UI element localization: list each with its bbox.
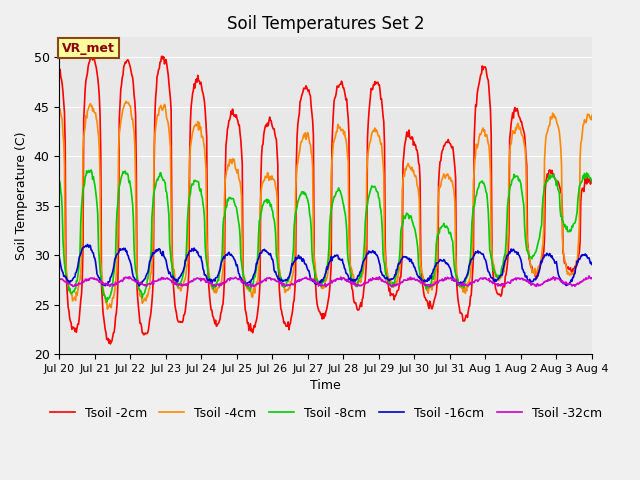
Tsoil -16cm <box>175 275 183 281</box>
Tsoil -2cm <box>65 308 73 313</box>
Tsoil -32cm <box>174 282 182 288</box>
Title: Soil Temperatures Set 2: Soil Temperatures Set 2 <box>227 15 424 33</box>
Tsoil -2cm <box>407 136 415 142</box>
Tsoil -8cm <box>87 167 95 173</box>
Tsoil -32cm <box>120 275 127 281</box>
Tsoil -4cm <box>65 284 73 290</box>
Tsoil -16cm <box>407 257 415 263</box>
Tsoil -4cm <box>175 285 183 290</box>
Tsoil -4cm <box>104 306 111 312</box>
Tsoil -2cm <box>204 247 211 253</box>
Tsoil -8cm <box>56 178 63 183</box>
Tsoil -32cm <box>56 276 63 282</box>
Tsoil -16cm <box>65 278 73 284</box>
Tsoil -8cm <box>588 179 596 184</box>
Y-axis label: Soil Temperature (C): Soil Temperature (C) <box>15 132 28 260</box>
Tsoil -8cm <box>122 168 129 174</box>
Tsoil -2cm <box>159 53 166 59</box>
Tsoil -16cm <box>588 262 596 267</box>
Tsoil -4cm <box>588 112 596 118</box>
Tsoil -4cm <box>56 105 63 111</box>
Tsoil -16cm <box>56 254 63 260</box>
Line: Tsoil -4cm: Tsoil -4cm <box>60 101 592 309</box>
Tsoil -4cm <box>392 278 399 284</box>
Tsoil -8cm <box>103 299 111 305</box>
Tsoil -16cm <box>392 272 399 277</box>
Tsoil -8cm <box>407 213 415 219</box>
Tsoil -4cm <box>204 253 211 259</box>
Line: Tsoil -16cm: Tsoil -16cm <box>60 244 592 286</box>
Tsoil -32cm <box>65 280 73 286</box>
Line: Tsoil -2cm: Tsoil -2cm <box>60 56 592 344</box>
Tsoil -4cm <box>122 98 130 104</box>
Tsoil -8cm <box>65 288 73 293</box>
Legend: Tsoil -2cm, Tsoil -4cm, Tsoil -8cm, Tsoil -16cm, Tsoil -32cm: Tsoil -2cm, Tsoil -4cm, Tsoil -8cm, Tsoi… <box>45 402 607 424</box>
Tsoil -8cm <box>175 281 183 287</box>
Tsoil -32cm <box>202 279 210 285</box>
Tsoil -16cm <box>120 247 128 252</box>
Tsoil -16cm <box>136 283 143 289</box>
Line: Tsoil -32cm: Tsoil -32cm <box>60 276 592 287</box>
Tsoil -32cm <box>391 281 399 287</box>
Tsoil -2cm <box>588 177 596 183</box>
Tsoil -32cm <box>388 284 396 290</box>
Tsoil -32cm <box>588 275 596 281</box>
Tsoil -8cm <box>392 275 399 281</box>
Tsoil -8cm <box>204 264 211 270</box>
Tsoil -16cm <box>204 277 211 283</box>
Tsoil -2cm <box>392 293 399 299</box>
X-axis label: Time: Time <box>310 379 341 392</box>
Line: Tsoil -8cm: Tsoil -8cm <box>60 170 592 302</box>
Tsoil -32cm <box>406 275 414 280</box>
Tsoil -2cm <box>106 341 114 347</box>
Tsoil -2cm <box>56 69 63 75</box>
Tsoil -4cm <box>407 167 415 172</box>
Text: VR_met: VR_met <box>62 42 115 55</box>
Tsoil -4cm <box>120 101 128 107</box>
Tsoil -16cm <box>84 241 92 247</box>
Tsoil -32cm <box>585 273 593 279</box>
Tsoil -2cm <box>175 319 183 324</box>
Tsoil -2cm <box>120 62 128 68</box>
